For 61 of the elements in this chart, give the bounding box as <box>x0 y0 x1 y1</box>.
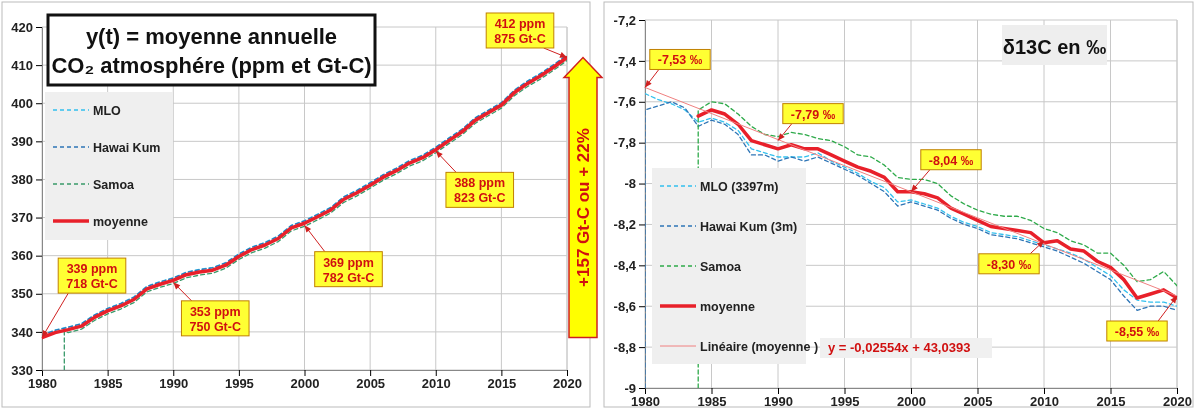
legend-label: moyenne <box>93 214 148 229</box>
annotation: 353 ppm 750 Gt-C <box>189 304 241 334</box>
y-tick-label: 340 <box>11 324 33 340</box>
y-tick-label: 390 <box>11 133 33 149</box>
y-tick-label: -8 <box>624 176 636 192</box>
annotation: 388 ppm 823 Gt-C <box>454 176 506 206</box>
annotation: -7,53 ‰ <box>657 53 703 68</box>
text: +157 Gt-C ou + 22% <box>574 128 593 287</box>
x-tick-label: 1990 <box>764 394 793 409</box>
annotation: 339 ppm 718 Gt-C <box>66 262 118 292</box>
legend-label: MLO <box>93 103 122 118</box>
text: δ13C en ‰ <box>1002 35 1107 58</box>
annotation: y = -0,02554x + 43,0393 <box>828 340 971 355</box>
annotation: -8,04 ‰ <box>928 153 974 168</box>
legend-label: MLO (3397m) <box>700 179 779 194</box>
x-tick-label: 2010 <box>1030 394 1059 409</box>
x-tick-label: 2015 <box>487 376 517 392</box>
x-tick-label: 2010 <box>421 376 451 392</box>
x-tick-label: 2015 <box>1096 394 1126 409</box>
x-tick-label: 1995 <box>830 394 860 409</box>
x-tick-label: 1980 <box>28 376 57 392</box>
y-tick-label: 400 <box>11 95 33 111</box>
y-tick-label: 380 <box>11 172 33 188</box>
x-tick-label: 1985 <box>697 394 727 409</box>
annotation: 369 ppm 782 Gt-C <box>322 255 375 285</box>
y-tick-label: -8,6 <box>613 298 636 314</box>
y-tick-label: 370 <box>11 210 33 226</box>
x-tick-label: 2005 <box>356 376 386 392</box>
legend-label: moyenne <box>700 299 755 314</box>
y-tick-label: -8,2 <box>613 217 636 233</box>
annotation: 412 ppm 875 Gt-C <box>494 16 546 46</box>
y-tick-label: 350 <box>11 286 33 302</box>
y-tick-label: -8,4 <box>613 257 637 273</box>
x-tick-label: 1990 <box>159 376 189 392</box>
legend-label: Samoa <box>93 177 136 192</box>
y-tick-label: -7,6 <box>613 94 636 110</box>
text: y(t) = moyenne annuelle CO₂ atmosphére (ppm et Gt-C) <box>51 24 372 78</box>
annotation: -8,30 ‰ <box>986 257 1032 272</box>
annotation: -7,79 ‰ <box>790 107 836 122</box>
x-tick-label: 2020 <box>1163 394 1192 409</box>
x-tick-label: 2000 <box>290 376 320 392</box>
legend-label: Samoa <box>700 259 743 274</box>
x-tick-label: 1980 <box>631 394 660 409</box>
y-tick-label: -9 <box>624 380 636 396</box>
y-tick-label: 330 <box>11 362 33 378</box>
x-tick-label: 2020 <box>553 376 582 392</box>
legend-label: Linéaire (moyenne ) <box>700 339 819 354</box>
y-tick-label: -7,8 <box>613 135 636 151</box>
y-tick-label: -7,2 <box>613 12 636 28</box>
y-tick-label: -7,4 <box>613 53 637 69</box>
y-tick-label: 410 <box>11 57 33 73</box>
y-tick-label: 420 <box>11 19 33 35</box>
legend-label: Hawai Kum <box>93 140 161 155</box>
x-tick-label: 1995 <box>224 376 254 392</box>
x-tick-label: 2000 <box>897 394 926 409</box>
annotation: -8,55 ‰ <box>1114 325 1160 339</box>
y-tick-label: -8,8 <box>613 339 636 355</box>
x-tick-label: 1985 <box>93 376 123 392</box>
legend-label: Hawai Kum (3m) <box>700 219 798 234</box>
y-tick-label: 360 <box>11 248 33 264</box>
x-tick-label: 2005 <box>963 394 993 409</box>
